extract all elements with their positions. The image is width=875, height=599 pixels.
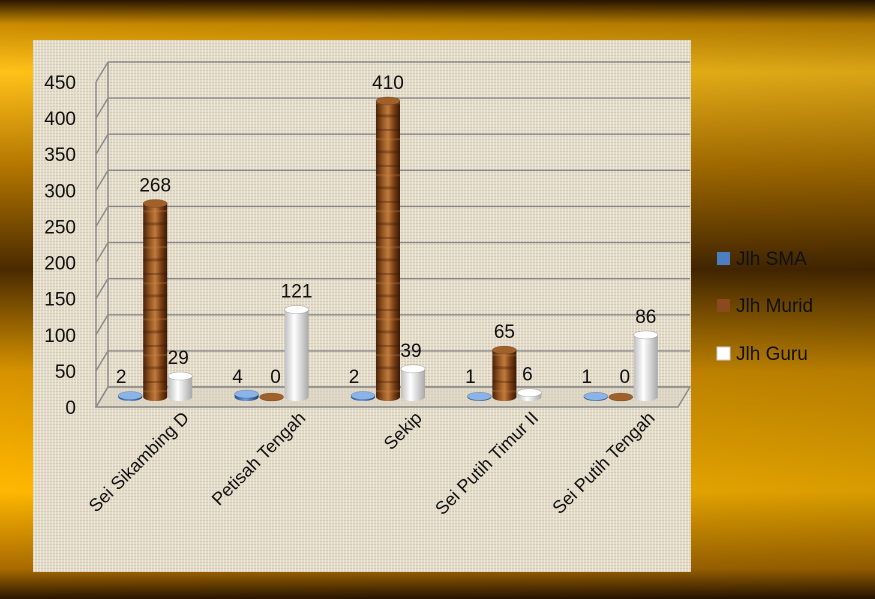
bar-texture [492,350,517,401]
bar-cap [517,388,542,397]
bar-body [401,368,425,401]
data-label-jlh-murid-petisah-tengah: 0 [270,367,281,388]
y-tick-label: 100 [44,326,76,347]
data-label-jlh-guru-petisah-tengah: 121 [281,282,313,303]
bar-cap [259,392,284,402]
bar-jlh-murid-sekip [375,96,401,401]
bar-cap [234,389,259,399]
bar-jlh-guru-sekip [400,364,426,401]
data-label-jlh-murid-sekip: 410 [372,73,404,94]
gridline-side [95,169,109,191]
bar-cap [608,392,634,402]
gridline-side [95,206,109,227]
data-label-jlh-sma-petisah-tengah: 4 [232,367,243,388]
data-label-jlh-murid-sei-sikambing-d: 268 [139,175,171,196]
gridline-side [95,350,109,372]
bar-cap [142,199,168,208]
bar-cap [583,391,609,401]
legend-item-jlh-murid: Jlh Murid [717,296,813,317]
y-tick-label: 400 [44,109,76,130]
gridline-side [95,242,109,263]
bar-texture [143,203,168,401]
bar-jlh-sma-sei-sikambing-d [117,391,143,401]
data-label-jlh-guru-sekip: 39 [400,341,421,362]
plot-area [33,40,691,572]
data-label-jlh-guru-sei-putih-timur-ii: 6 [522,365,533,386]
legend-swatch-jlh-murid [717,299,730,312]
legend-swatch-jlh-guru [716,346,731,361]
data-label-jlh-sma-sei-putih-tengah: 1 [582,367,593,388]
y-tick-label: 0 [65,398,76,419]
bar-cap [350,391,376,400]
legend-swatch-jlh-sma [717,252,730,265]
y-tick-label: 300 [44,181,76,202]
bar-texture [376,100,400,401]
y-tick-label: 350 [44,145,76,166]
bar-cap [467,391,492,401]
y-tick-label: 50 [55,362,76,383]
bar-jlh-murid-sei-putih-tengah [608,392,634,402]
bar-jlh-guru-sei-putih-timur-ii [517,388,542,401]
data-label-jlh-sma-sekip: 2 [349,367,360,388]
y-tick-label: 250 [44,217,76,238]
bar-cap [492,345,517,355]
bar-jlh-sma-sekip [350,391,376,401]
data-label-jlh-sma-sei-sikambing-d: 2 [116,367,127,388]
data-label-jlh-murid-sei-putih-tengah: 0 [620,367,631,388]
gridline-side [95,61,109,83]
data-labels: 2 268 29 4 0 121 2 410 39 1 65 6 1 0 86 [116,73,656,388]
bar-jlh-murid-sei-sikambing-d [142,199,168,401]
data-label-jlh-guru-sei-sikambing-d: 29 [168,348,189,369]
bar-series [117,96,659,402]
y-axis-tick-labels: 0 50 100 150 200 250 300 350 400 450 [44,73,76,419]
gridline-side [95,97,109,119]
bar-jlh-guru-petisah-tengah [284,305,309,401]
legend-label-jlh-murid: Jlh Murid [736,296,813,317]
bar-jlh-guru-sei-putih-tengah [633,330,659,401]
bar-jlh-murid-sei-putih-timur-ii [492,345,517,401]
bar-cap [284,305,309,314]
bar-cap [117,391,143,400]
legend: Jlh SMA Jlh Murid Jlh Guru [716,249,813,365]
gridline-side [95,314,109,336]
data-label-jlh-murid-sei-putih-timur-ii: 65 [494,322,515,343]
bar-cap [167,371,193,381]
legend-label-jlh-guru: Jlh Guru [736,344,808,365]
y-tick-label: 150 [44,290,76,311]
y-tick-label: 450 [44,73,76,94]
bar-jlh-sma-petisah-tengah [234,389,259,401]
bar-cap [400,364,426,374]
y-tick-label: 200 [44,254,76,275]
legend-label-jlh-sma: Jlh SMA [736,249,807,270]
data-label-jlh-guru-sei-putih-tengah: 86 [635,307,656,328]
bar-cap [375,96,401,106]
legend-item-jlh-sma: Jlh SMA [717,249,807,270]
gridline-side [95,278,109,300]
bar-jlh-guru-sei-sikambing-d [167,371,193,401]
gridline-side [95,133,109,155]
bar-jlh-murid-petisah-tengah [259,392,284,402]
bar-cap [633,330,659,340]
bar-body [284,309,309,401]
bar-jlh-sma-sei-putih-tengah [583,391,609,401]
bar-body [168,376,193,401]
bar-jlh-sma-sei-putih-timur-ii [467,391,492,401]
data-label-jlh-sma-sei-putih-timur-ii: 1 [465,367,476,388]
legend-item-jlh-guru: Jlh Guru [716,344,808,365]
bar-body [633,334,658,401]
